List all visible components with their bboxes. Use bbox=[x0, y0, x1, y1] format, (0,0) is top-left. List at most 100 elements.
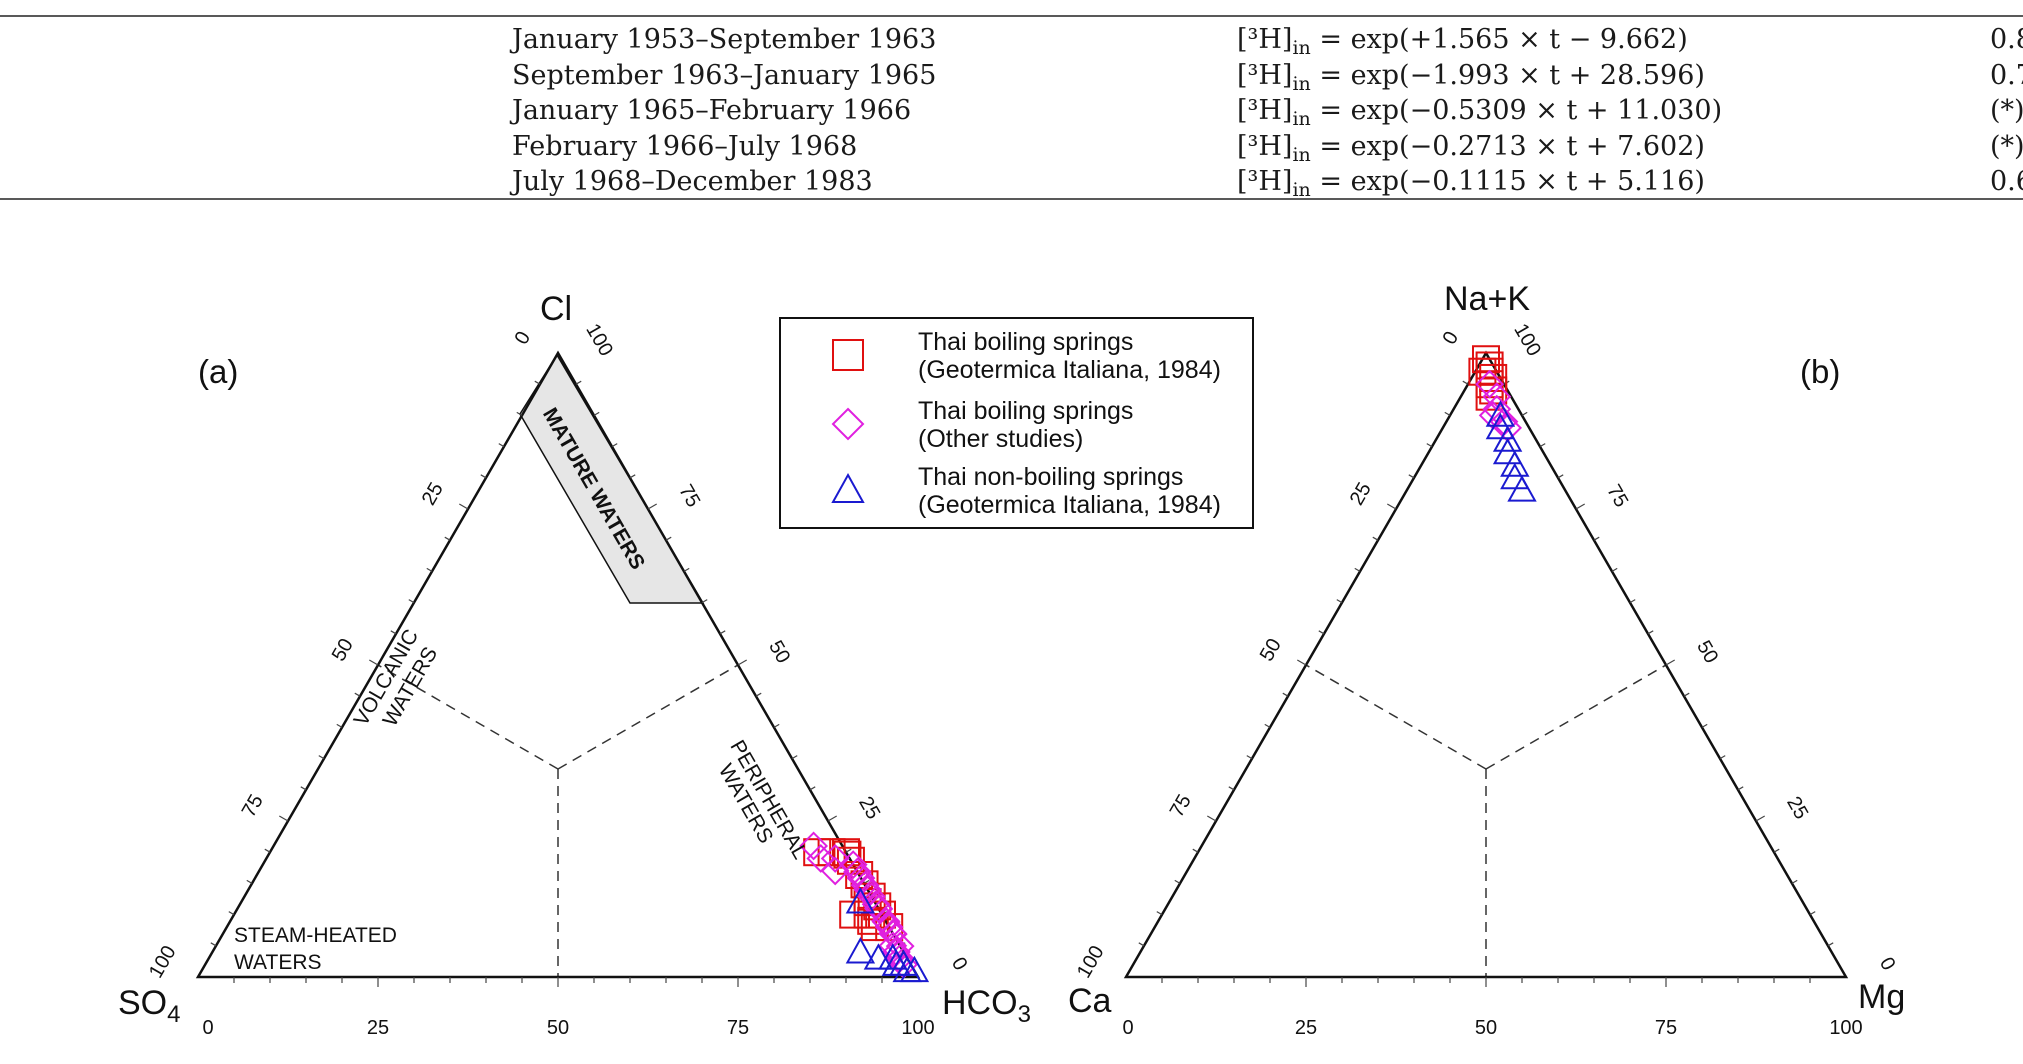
axis-tick bbox=[1247, 756, 1252, 759]
formula-subscript: in bbox=[1292, 37, 1310, 59]
axis-tick bbox=[1297, 660, 1306, 665]
table-formula: [³H]in = exp(−0.5309 × t + 11.030) bbox=[1237, 95, 1722, 130]
vertex-label-top-b: Na+K bbox=[1444, 280, 1530, 318]
formula-table: January 1953–September 1963 [³H]in = exp(… bbox=[0, 16, 2023, 201]
axis-tick bbox=[1229, 787, 1234, 790]
tick-label: 75 bbox=[1655, 1017, 1677, 1039]
axis-tick bbox=[774, 724, 779, 727]
axis-tick bbox=[1319, 631, 1324, 634]
axis-tick bbox=[1337, 600, 1342, 603]
axis-tick bbox=[684, 568, 689, 571]
axis-tick bbox=[648, 504, 657, 509]
formula-rhs: exp(−1.993 × t + 28.596) bbox=[1351, 60, 1705, 91]
axis-tick bbox=[1540, 444, 1545, 447]
tick-label: 100 bbox=[1509, 320, 1545, 360]
axis-tick bbox=[594, 412, 599, 415]
formula-lhs: [³H] bbox=[1237, 95, 1292, 126]
vertex-label-right-a: HCO3 bbox=[942, 984, 1031, 1028]
vertex-label-right-b: Mg bbox=[1858, 978, 1905, 1016]
axis-tick bbox=[1576, 504, 1585, 509]
axis-tick bbox=[1558, 475, 1563, 478]
tick-label: 0 bbox=[1122, 1017, 1133, 1039]
axis-tick bbox=[229, 912, 234, 915]
axis-tick bbox=[1648, 631, 1653, 634]
ternary-divider bbox=[558, 665, 738, 769]
legend-sublabel: (Geotermica Italiana, 1984) bbox=[918, 491, 1221, 519]
axis-tick bbox=[409, 600, 414, 603]
formula-eq: = bbox=[1311, 166, 1351, 197]
table-formula: [³H]in = exp(−0.2713 × t + 7.602) bbox=[1237, 131, 1705, 166]
tick-label: 0 bbox=[1875, 954, 1900, 975]
axis-tick bbox=[459, 504, 468, 509]
axis-tick bbox=[720, 631, 725, 634]
tick-label: 50 bbox=[764, 637, 794, 667]
axis-tick bbox=[1427, 444, 1432, 447]
formula-eq: = bbox=[1311, 24, 1351, 55]
legend-label: Thai boiling springs bbox=[918, 328, 1133, 356]
table-value: 0.7 bbox=[1990, 60, 2023, 91]
formula-rhs: exp(−0.5309 × t + 11.030) bbox=[1351, 95, 1723, 126]
axis-tick bbox=[846, 849, 851, 852]
axis-tick bbox=[1157, 912, 1162, 915]
table-formula: [³H]in = exp(+1.565 × t − 9.662) bbox=[1237, 24, 1688, 59]
ternary-divider bbox=[1486, 665, 1666, 769]
axis-tick bbox=[1387, 504, 1396, 509]
legend-label: Thai boiling springs bbox=[918, 397, 1133, 425]
axis-tick bbox=[211, 943, 216, 946]
table-formula: [³H]in = exp(−1.993 × t + 28.596) bbox=[1237, 60, 1705, 95]
axis-tick bbox=[1774, 849, 1779, 852]
formula-subscript: in bbox=[1292, 179, 1310, 201]
legend-label: Thai non-boiling springs bbox=[918, 463, 1183, 491]
axis-tick bbox=[666, 537, 671, 540]
axis-tick bbox=[756, 693, 761, 696]
axis-tick bbox=[1666, 660, 1675, 665]
formula-lhs: [³H] bbox=[1237, 131, 1292, 162]
axis-tick bbox=[1207, 816, 1216, 821]
table-value: 0.8 bbox=[1990, 24, 2023, 55]
axis-tick bbox=[1463, 381, 1468, 384]
axis-tick bbox=[738, 660, 747, 665]
axis-tick bbox=[828, 816, 837, 821]
axis-tick bbox=[1756, 816, 1765, 821]
axis-tick bbox=[1702, 724, 1707, 727]
tick-label: 25 bbox=[367, 1017, 389, 1039]
mature-waters-zone bbox=[520, 355, 703, 603]
axis-tick bbox=[247, 880, 252, 883]
axis-tick bbox=[702, 600, 707, 603]
axis-tick bbox=[1265, 724, 1270, 727]
axis-tick bbox=[1810, 912, 1815, 915]
axis-tick bbox=[1522, 412, 1527, 415]
tick-label: 100 bbox=[1829, 1017, 1862, 1039]
axis-tick bbox=[1684, 693, 1689, 696]
tick-label: 50 bbox=[328, 635, 358, 665]
tick-label: 100 bbox=[581, 320, 617, 360]
table-period: February 1966–July 1968 bbox=[512, 131, 857, 162]
axis-tick bbox=[1594, 537, 1599, 540]
axis-tick bbox=[810, 787, 815, 790]
axis-tick bbox=[1283, 693, 1288, 696]
tick-label: 25 bbox=[1782, 793, 1812, 823]
tick-label: 25 bbox=[418, 479, 448, 509]
axis-tick bbox=[481, 475, 486, 478]
tick-label: 50 bbox=[547, 1017, 569, 1039]
axis-tick bbox=[1630, 600, 1635, 603]
axis-tick bbox=[279, 816, 288, 821]
zone-label-steam-1: STEAM-HEATED bbox=[234, 924, 397, 947]
formula-rhs: exp(+1.565 × t − 9.662) bbox=[1351, 24, 1688, 55]
axis-tick bbox=[1175, 880, 1180, 883]
ternary-divider bbox=[1306, 665, 1486, 769]
table-period: January 1953–September 1963 bbox=[509, 24, 936, 55]
tick-label: 0 bbox=[202, 1017, 213, 1039]
table-period: September 1963–January 1965 bbox=[512, 60, 936, 91]
table-value: 0.6 bbox=[1990, 166, 2023, 197]
table-value: (*) bbox=[1990, 131, 2023, 162]
axis-tick bbox=[576, 381, 581, 384]
table-value: (*) bbox=[1990, 95, 2023, 126]
formula-rhs: exp(−0.1115 × t + 5.116) bbox=[1351, 166, 1705, 197]
axis-tick bbox=[499, 444, 504, 447]
axis-tick bbox=[612, 444, 617, 447]
vertex-label-left-a: SO4 bbox=[118, 984, 180, 1028]
axis-tick bbox=[337, 724, 342, 727]
formula-lhs: [³H] bbox=[1237, 60, 1292, 91]
